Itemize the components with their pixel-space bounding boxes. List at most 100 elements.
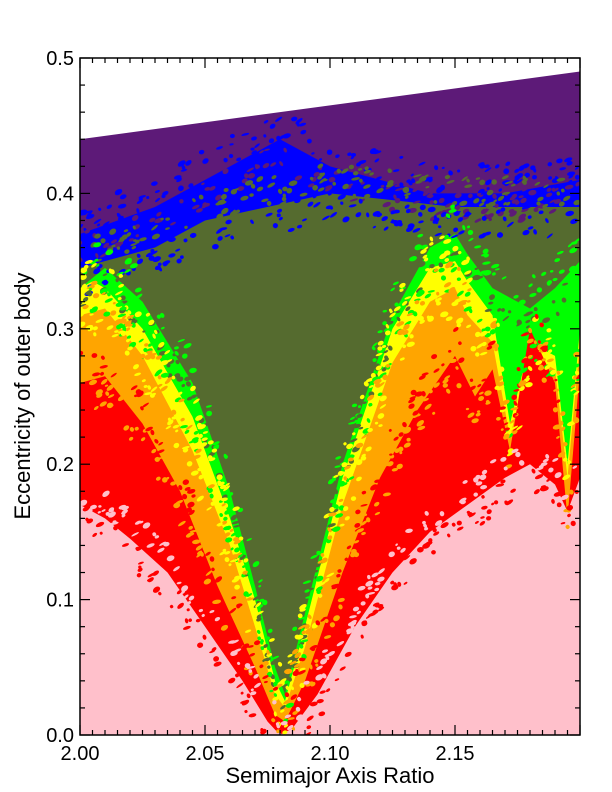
contour-speck xyxy=(375,176,382,181)
contour-speck xyxy=(456,323,462,328)
contour-speck xyxy=(468,237,474,242)
contour-speck xyxy=(566,161,573,166)
contour-speck xyxy=(481,253,487,257)
contour-speck xyxy=(141,379,146,383)
contour-speck xyxy=(400,547,406,553)
contour-speck xyxy=(519,380,525,386)
contour-speck xyxy=(317,163,324,169)
contour-speck xyxy=(377,576,385,582)
contour-speck xyxy=(287,660,293,664)
contour-speck xyxy=(374,587,380,592)
contour-speck xyxy=(170,481,177,486)
contour-speck xyxy=(262,660,269,666)
contour-speck xyxy=(230,531,239,537)
contour-speck xyxy=(354,523,361,528)
contour-speck xyxy=(564,157,573,163)
contour-speck xyxy=(309,701,318,707)
contour-speck xyxy=(418,220,424,224)
contour-speck xyxy=(519,385,525,392)
contour-speck xyxy=(257,636,262,641)
contour-speck xyxy=(567,460,572,464)
contour-speck xyxy=(476,342,484,349)
contour-speck xyxy=(176,589,182,595)
contour-speck xyxy=(486,189,494,196)
contour-speck xyxy=(136,208,140,214)
contour-speck xyxy=(307,614,312,620)
contour-speck xyxy=(352,193,357,198)
contour-speck xyxy=(271,718,276,723)
contour-speck xyxy=(516,425,523,431)
contour-speck xyxy=(542,203,549,208)
contour-speck xyxy=(541,377,547,383)
contour-speck xyxy=(306,725,312,730)
contour-speck xyxy=(134,287,142,293)
contour-speck xyxy=(497,381,505,387)
contour-speck xyxy=(326,572,335,578)
contour-speck xyxy=(566,421,576,427)
contour-speck xyxy=(296,224,303,229)
contour-speck xyxy=(147,385,152,390)
contour-speck xyxy=(527,215,532,219)
contour-speck xyxy=(390,287,396,292)
contour-speck xyxy=(501,175,509,180)
contour-speck xyxy=(451,200,458,206)
contour-speck xyxy=(103,280,109,286)
contour-speck xyxy=(303,680,310,685)
contour-speck xyxy=(512,430,518,435)
contour-speck xyxy=(475,481,483,486)
contour-speck xyxy=(329,211,338,218)
contour-speck xyxy=(426,192,434,198)
contour-speck xyxy=(318,593,323,598)
contour-speck xyxy=(424,403,432,410)
contour-speck xyxy=(144,343,149,347)
contour-speck xyxy=(158,441,164,446)
contour-speck xyxy=(288,180,298,186)
contour-speck xyxy=(245,597,252,601)
contour-speck xyxy=(270,162,277,167)
contour-speck xyxy=(260,646,265,651)
contour-speck xyxy=(349,619,357,626)
contour-speck xyxy=(532,167,537,173)
contour-speck xyxy=(181,585,189,592)
contour-speck xyxy=(515,173,523,180)
contour-speck xyxy=(558,420,564,426)
contour-speck xyxy=(484,167,492,173)
contour-speck xyxy=(484,308,492,312)
contour-speck xyxy=(313,171,320,177)
contour-speck xyxy=(537,196,544,202)
contour-speck xyxy=(385,462,391,467)
contour-speck xyxy=(256,629,261,634)
contour-speck xyxy=(542,458,549,463)
contour-speck xyxy=(117,297,122,301)
contour-speck xyxy=(568,174,574,179)
contour-speck xyxy=(312,195,317,199)
contour-speck xyxy=(463,306,472,312)
contour-speck xyxy=(150,392,156,397)
contour-speck xyxy=(116,271,124,276)
contour-speck xyxy=(221,503,226,507)
contour-speck xyxy=(315,575,324,582)
contour-speck xyxy=(190,385,196,392)
contour-speck xyxy=(188,525,193,530)
contour-speck xyxy=(187,601,192,604)
contour-speck xyxy=(384,355,389,361)
contour-speck xyxy=(195,208,203,213)
contour-speck xyxy=(344,651,352,657)
contour-speck xyxy=(534,474,544,480)
contour-speck xyxy=(176,581,182,585)
contour-speck xyxy=(573,390,580,396)
contour-speck xyxy=(124,249,130,254)
contour-speck xyxy=(433,268,439,272)
contour-speck xyxy=(236,603,243,607)
contour-speck xyxy=(155,355,163,360)
contour-speck xyxy=(114,188,123,196)
contour-speck xyxy=(136,199,143,204)
contour-speck xyxy=(154,371,161,377)
contour-speck xyxy=(334,489,339,495)
contour-speck xyxy=(299,667,306,671)
contour-speck xyxy=(82,296,89,302)
contour-speck xyxy=(364,513,368,517)
contour-speck xyxy=(337,597,345,603)
contour-speck xyxy=(365,446,372,452)
contour-speck xyxy=(287,676,292,682)
